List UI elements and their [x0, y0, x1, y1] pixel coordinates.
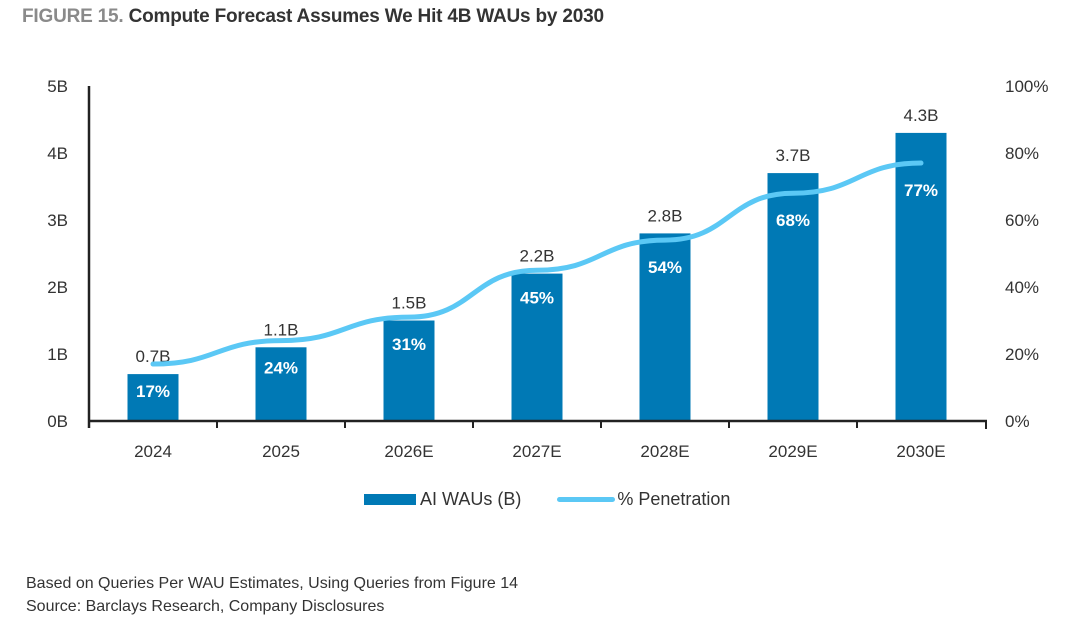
bar-2028E — [639, 233, 691, 421]
penetration-label: 77% — [904, 181, 938, 200]
penetration-label: 45% — [520, 288, 554, 307]
legend-label-wau: AI WAUs (B) — [420, 489, 522, 509]
penetration-label: 68% — [776, 211, 810, 230]
x-tick-label: 2027E — [512, 442, 561, 461]
penetration-label: 54% — [648, 258, 682, 277]
bar-2025 — [255, 347, 307, 421]
bar-value-label: 1.5B — [392, 294, 427, 313]
x-tick-label: 2026E — [384, 442, 433, 461]
y-left-tick-label: 4B — [47, 144, 68, 163]
penetration-label: 31% — [392, 335, 426, 354]
figure-label: FIGURE 15. — [22, 6, 124, 27]
x-tick-label: 2030E — [896, 442, 945, 461]
bar-value-label: 2.2B — [520, 247, 555, 266]
y-right-tick-label: 100% — [1005, 77, 1048, 96]
footer-source: Source: Barclays Research, Company Discl… — [26, 598, 385, 615]
x-tick-label: 2025 — [262, 442, 300, 461]
title-text: Compute Forecast Assumes We Hit 4B WAUs … — [128, 6, 604, 27]
bar-2027E — [511, 273, 563, 421]
penetration-label: 17% — [136, 382, 170, 401]
bar-2026E — [383, 320, 435, 421]
legend-label-penetration: % Penetration — [617, 489, 731, 509]
y-left-tick-label: 3B — [47, 211, 68, 230]
y-left-tick-label: 5B — [47, 77, 68, 96]
bar-value-label: 2.8B — [648, 206, 683, 225]
bar-value-label: 4.3B — [904, 106, 939, 125]
bar-value-label: 1.1B — [264, 320, 299, 339]
bar-2029E — [767, 173, 819, 421]
footer-note: Based on Queries Per WAU Estimates, Usin… — [26, 575, 519, 592]
y-left-tick-label: 0B — [47, 412, 68, 431]
bar-value-label: 0.7B — [136, 347, 171, 366]
chart-title: FIGURE 15. Compute Forecast Assumes We H… — [22, 6, 604, 28]
y-right-tick-label: 40% — [1005, 278, 1039, 297]
y-right-tick-label: 60% — [1005, 211, 1039, 230]
x-tick-label: 2028E — [640, 442, 689, 461]
legend: AI WAUs (B) % Penetration — [364, 489, 730, 510]
bar-value-label: 3.7B — [776, 146, 811, 165]
legend-swatch-bar — [364, 494, 416, 505]
x-tick-label: 2029E — [768, 442, 817, 461]
y-right-tick-label: 80% — [1005, 144, 1039, 163]
bar-2030E — [895, 132, 947, 421]
y-left-tick-label: 2B — [47, 278, 68, 297]
penetration-line — [150, 160, 924, 367]
bar-2024 — [127, 374, 179, 421]
y-right-tick-label: 20% — [1005, 345, 1039, 364]
y-left-tick-label: 1B — [47, 345, 68, 364]
legend-swatch-line — [557, 497, 616, 502]
penetration-label: 24% — [264, 359, 298, 378]
x-tick-label: 2024 — [134, 442, 172, 461]
y-right-tick-label: 0% — [1005, 412, 1030, 431]
